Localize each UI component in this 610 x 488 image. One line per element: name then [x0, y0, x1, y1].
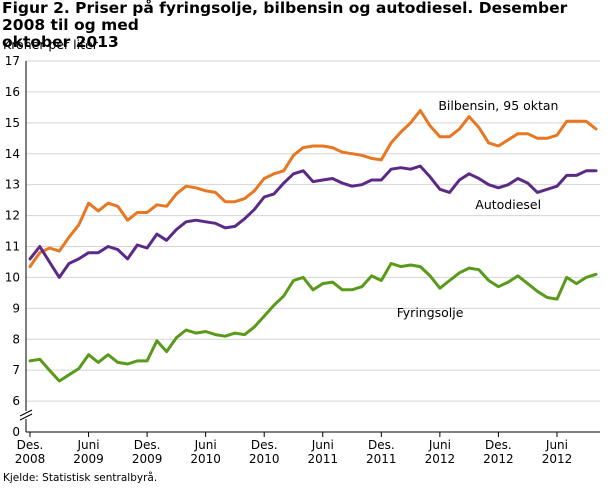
series-label-autodiesel: Autodiesel	[475, 197, 541, 212]
y-tick-label: 12	[5, 209, 20, 223]
x-tick-label: 2011	[307, 452, 338, 466]
series-line-fyringsolje	[28, 262, 598, 383]
x-tick-label: Juni	[77, 438, 100, 452]
x-tick-label: 2012	[542, 452, 573, 466]
x-tick-label: 2010	[249, 452, 280, 466]
chart-title-line2: oktober 2013	[2, 33, 119, 51]
y-tick-label: 13	[5, 178, 20, 192]
x-tick-label: 2012	[483, 452, 514, 466]
x-tick-label: 2012	[425, 452, 456, 466]
y-tick-label: 9	[12, 301, 20, 315]
x-tick-label: Des.	[134, 438, 161, 452]
y-tick-label: 14	[5, 147, 20, 161]
x-tick-label: Des.	[17, 438, 44, 452]
axis-break-gap	[20, 410, 32, 419]
series-lines	[28, 109, 598, 383]
x-tick-label: Des.	[485, 438, 512, 452]
axis-break-mark	[19, 413, 33, 421]
x-tick-label: 2009	[73, 452, 104, 466]
x-tick-label: Juni	[311, 438, 334, 452]
y-tick-label: 11	[5, 240, 20, 254]
y-tick-label: 16	[5, 85, 20, 99]
x-tick-label: 2009	[132, 452, 163, 466]
x-tick-label: 2008	[15, 452, 46, 466]
x-tick-label: Juni	[428, 438, 451, 452]
series-label-fyringsolje: Fyringsolje	[397, 305, 464, 320]
y-tick-label: 17	[5, 54, 20, 68]
y-tick-label: 8	[12, 332, 20, 346]
y-tick-label: 6	[12, 394, 20, 408]
source-note: Kjelde: Statistisk sentralbyrå.	[3, 472, 158, 484]
x-tick-label: 2011	[366, 452, 397, 466]
axis-break-mark	[19, 409, 33, 417]
y-tick-label: 15	[5, 116, 20, 130]
x-tick-label: Juni	[194, 438, 217, 452]
y-axis-ticks: 0 6 7 8 9 10 11 12 13 14 15 16 17	[5, 54, 20, 439]
series-labels: Bilbensin, 95 oktan Autodiesel Fyringsolje	[397, 98, 559, 320]
y-tick-label: 10	[5, 270, 20, 284]
series-line-bilbensin-95-oktan	[28, 109, 598, 269]
y-tick-label: 0	[12, 425, 20, 439]
gridlines	[26, 60, 600, 402]
series-line-autodiesel	[28, 164, 598, 279]
y-axis-label: Kroner per liter	[3, 37, 98, 52]
chart-title-line1: Figur 2. Priser på fyringsolje, bilbensi…	[2, 0, 568, 34]
series-label-bilbensin-95-oktan: Bilbensin, 95 oktan	[438, 98, 558, 113]
x-tick-label: Juni	[545, 438, 568, 452]
y-tick-label: 7	[12, 363, 20, 377]
x-tick-label: Des.	[368, 438, 395, 452]
axes	[19, 61, 600, 433]
x-tick-label: 2010	[190, 452, 221, 466]
x-axis-ticks: Des.2008Juni2009Des.2009Juni2010Des.2010…	[15, 432, 573, 466]
x-tick-label: Des.	[251, 438, 278, 452]
chart-title: Figur 2. Priser på fyringsolje, bilbensi…	[2, 0, 608, 51]
